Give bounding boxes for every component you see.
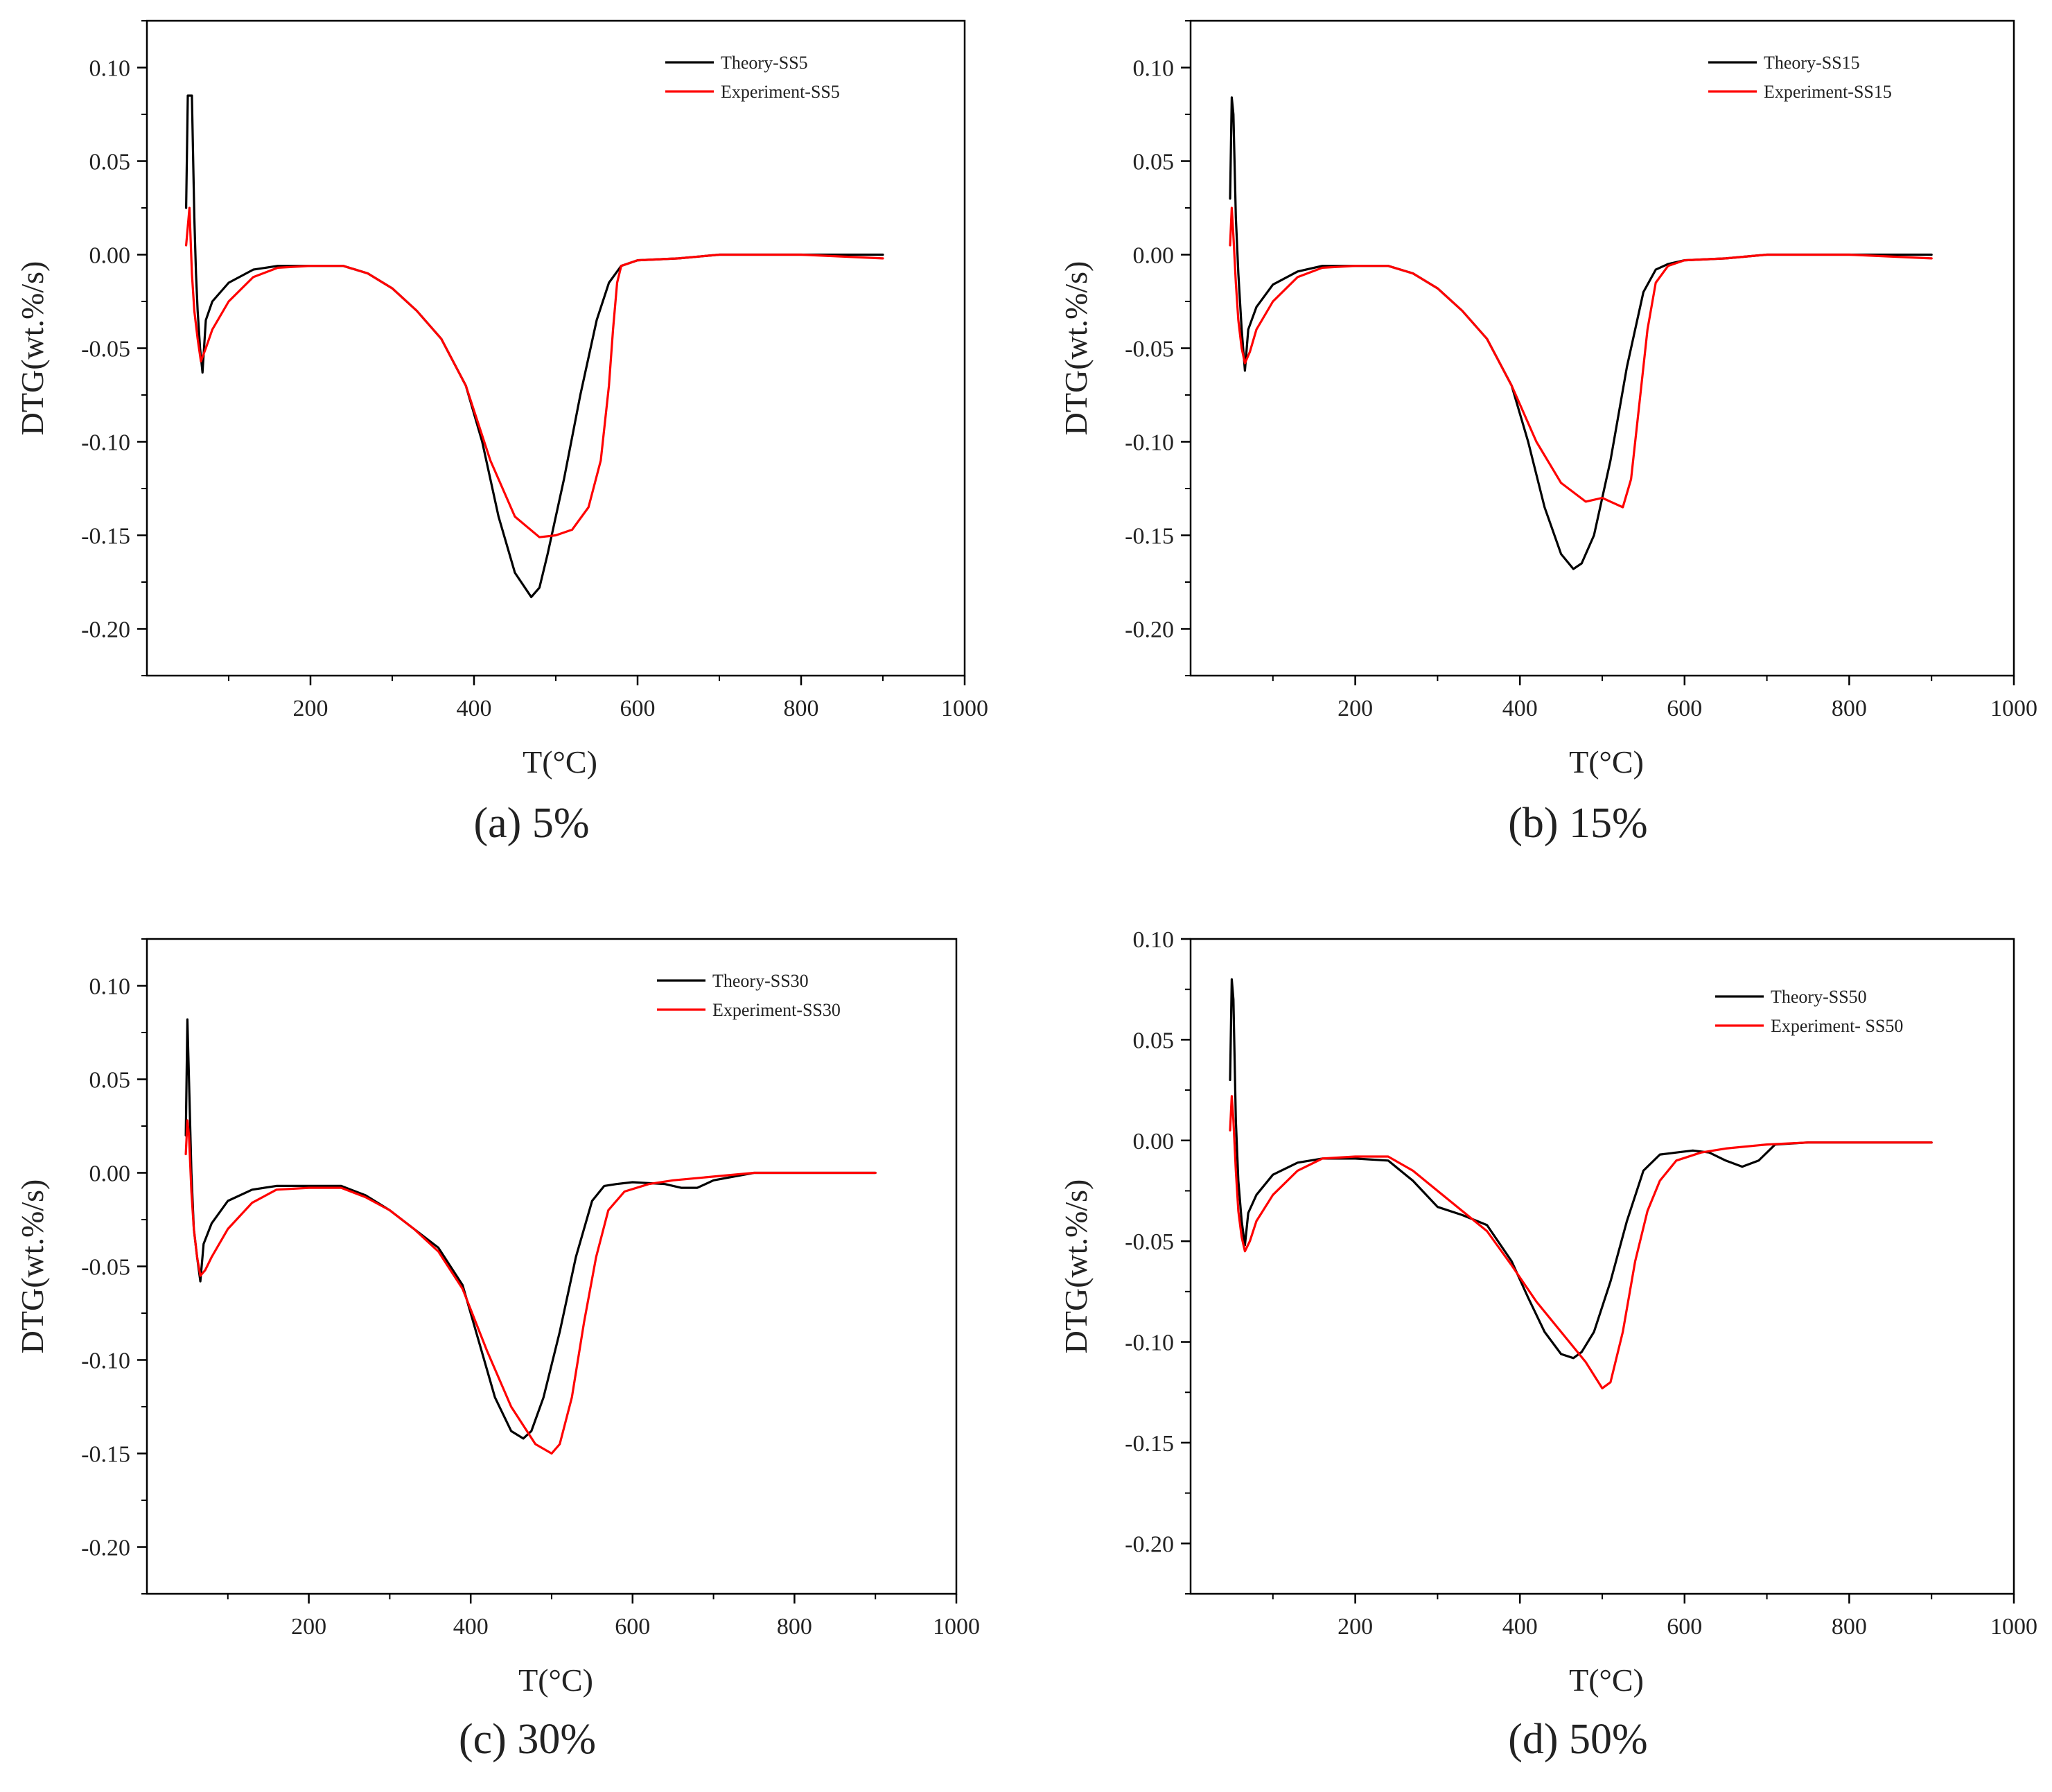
x-axis-title: T(°C) — [518, 1662, 593, 1698]
y-tick-label: 0.05 — [1133, 1028, 1175, 1053]
y-tick-label: -0.05 — [1125, 337, 1174, 362]
x-tick-label: 400 — [453, 1614, 489, 1640]
y-axis-title: DTG(wt.%/s) — [1058, 261, 1094, 436]
y-tick-label: 0.00 — [1133, 1129, 1175, 1154]
x-tick-label: 600 — [615, 1614, 650, 1640]
y-tick-label: -0.05 — [1125, 1229, 1174, 1255]
y-tick-label: 0.10 — [1133, 927, 1175, 953]
x-tick-label: 1000 — [941, 696, 988, 721]
y-tick-label: 0.05 — [89, 150, 131, 175]
y-tick-label: -0.20 — [1125, 1531, 1174, 1557]
y-tick-label: 0.05 — [1133, 150, 1175, 175]
x-tick-label: 400 — [1502, 696, 1538, 721]
series-line-experiment — [1229, 207, 1933, 509]
x-axis-title: T(°C) — [1569, 1662, 1644, 1698]
y-tick-label: -0.15 — [81, 1442, 130, 1468]
legend-label: Theory-SS30 — [712, 971, 809, 991]
legend-label: Experiment-SS15 — [1764, 82, 1892, 102]
plot-frame — [146, 938, 958, 1595]
y-tick-label: -0.15 — [81, 524, 130, 550]
y-tick-label: -0.10 — [1125, 1330, 1174, 1356]
y-tick-label: -0.10 — [81, 430, 130, 456]
legend-label: Theory-SS5 — [721, 53, 808, 73]
x-axis-title: T(°C) — [523, 744, 597, 780]
legend-label: Experiment-SS5 — [721, 82, 840, 102]
y-tick-label: 0.05 — [89, 1068, 131, 1093]
series-line-theory — [185, 94, 884, 599]
x-tick-label: 400 — [457, 696, 492, 721]
chart-panel-1: 200 400 600 800 1000 0.10 0.05 0.00 -0.05 -0.10 -0… — [15, 19, 988, 847]
series-line-experiment — [185, 207, 884, 538]
legend-label: Theory-SS50 — [1771, 987, 1867, 1007]
x-axis-title: T(°C) — [1569, 744, 1644, 780]
x-tick-label: 800 — [1832, 696, 1867, 721]
x-tick-label: 200 — [291, 1614, 326, 1640]
x-tick-label: 800 — [784, 696, 819, 721]
y-tick-label: -0.10 — [81, 1349, 130, 1374]
x-tick-label: 600 — [620, 696, 656, 721]
y-tick-label: -0.20 — [81, 617, 130, 643]
y-tick-label: 0.00 — [89, 243, 131, 269]
y-tick-label: -0.05 — [81, 337, 130, 362]
panel-caption: (a) 5% — [474, 800, 590, 847]
x-tick-label: 200 — [1338, 1614, 1373, 1640]
panel-caption: (d) 50% — [1508, 1716, 1647, 1763]
x-tick-label: 200 — [1338, 696, 1373, 721]
y-tick-label: 0.00 — [89, 1161, 131, 1187]
y-tick-label: 0.10 — [1133, 56, 1175, 82]
x-tick-label: 400 — [1502, 1614, 1538, 1640]
y-tick-label: -0.15 — [1125, 1431, 1174, 1457]
x-tick-label: 800 — [777, 1614, 812, 1640]
series-line-experiment — [1229, 1095, 1933, 1390]
panel-caption: (b) 15% — [1508, 800, 1647, 847]
x-tick-label: 200 — [293, 696, 328, 721]
plot-frame — [1189, 938, 2015, 1595]
legend-label: Experiment-SS30 — [712, 1000, 841, 1020]
x-tick-label: 1000 — [1990, 1614, 2037, 1640]
legend-label: Experiment- SS50 — [1771, 1016, 1903, 1036]
chart-panel-2: 200 400 600 800 1000 0.10 0.05 0.00 -0.05 -0.10 -0… — [1058, 19, 2037, 847]
chart-panel-4: 200 400 600 800 1000 0.10 0.05 0.00 -0.05 -0.10 -0… — [1058, 927, 2037, 1763]
legend-label: Theory-SS15 — [1764, 53, 1860, 73]
y-tick-label: -0.15 — [1125, 524, 1174, 550]
y-tick-label: -0.10 — [1125, 430, 1174, 456]
chart-panel-3: 200 400 600 800 1000 0.10 0.05 0.00 -0.05 -0.10 -0… — [15, 938, 980, 1763]
y-tick-label: -0.05 — [81, 1255, 130, 1281]
panel-caption: (c) 30% — [459, 1716, 596, 1763]
y-axis-title: DTG(wt.%/s) — [15, 1179, 50, 1354]
x-tick-label: 1000 — [1990, 696, 2037, 721]
series-line-theory — [1229, 978, 1933, 1360]
plot-frame — [146, 19, 966, 677]
y-axis-title: DTG(wt.%/s) — [15, 261, 50, 436]
y-tick-label: 0.10 — [89, 974, 131, 1000]
y-tick-label: -0.20 — [1125, 617, 1174, 643]
y-tick-label: 0.00 — [1133, 243, 1175, 269]
y-tick-label: 0.10 — [89, 56, 131, 82]
y-axis-title: DTG(wt.%/s) — [1058, 1179, 1094, 1354]
x-tick-label: 600 — [1667, 696, 1702, 721]
series-line-experiment — [184, 1119, 877, 1455]
series-line-theory — [184, 1018, 877, 1440]
y-tick-label: -0.20 — [81, 1536, 130, 1561]
plot-frame — [1189, 19, 2015, 677]
x-tick-label: 600 — [1667, 1614, 1702, 1640]
x-tick-label: 800 — [1832, 1614, 1867, 1640]
x-tick-label: 1000 — [933, 1614, 980, 1640]
